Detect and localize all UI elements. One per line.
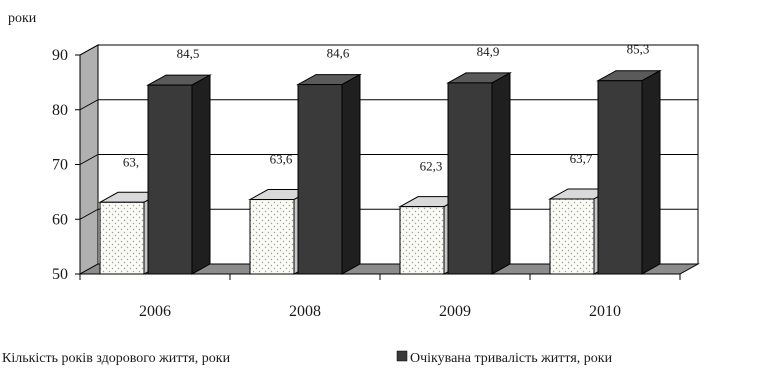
x-tick-label: 2008 <box>289 303 321 320</box>
bar-life-expectancy-side <box>341 73 361 275</box>
legend-label-life-expectancy: Очікувана тривалість життя, роки <box>410 351 613 366</box>
bar-healthy-years-front <box>99 201 145 275</box>
bar-life-expectancy-front <box>297 84 343 275</box>
y-tick-label: 60 <box>52 211 68 228</box>
bar-healthy-years-front <box>399 206 445 275</box>
gridline-side <box>79 208 99 220</box>
gridline-side <box>79 44 99 56</box>
data-label: 84,6 <box>327 46 350 61</box>
bar-life-expectancy-front <box>597 80 643 275</box>
data-label: 63,7 <box>570 151 593 166</box>
plot-area: 50 60 70 80 90 63, 84,5 2006 63,6 84,6 2008 62,3 84,… <box>52 42 700 320</box>
x-tick-label: 2010 <box>589 303 621 320</box>
bar-life-expectancy-front <box>147 84 193 275</box>
bar-healthy-years-front <box>249 199 295 275</box>
data-label: 84,9 <box>477 44 500 59</box>
data-label: 63,6 <box>270 152 293 167</box>
gridline-side <box>79 154 99 165</box>
bar-life-expectancy-side <box>191 74 211 275</box>
bar-life-expectancy <box>596 69 662 275</box>
legend: Кількість років здорового життя, роки Очі… <box>2 350 613 366</box>
y-tick-label: 50 <box>52 266 68 283</box>
data-label: 63, <box>123 154 139 169</box>
bar-life-expectancy-side <box>641 69 661 275</box>
bar-life-expectancy-side <box>491 72 511 275</box>
bar-healthy-years-front <box>549 198 595 275</box>
legend-swatch-life-expectancy <box>396 350 408 362</box>
bar-life-expectancy <box>146 74 212 275</box>
y-tick-label: 90 <box>52 47 68 64</box>
data-label: 84,5 <box>177 46 200 61</box>
gridline-side <box>79 99 99 111</box>
data-label: 62,3 <box>420 159 443 174</box>
y-tick-label: 70 <box>52 157 68 174</box>
x-tick-label: 2006 <box>139 303 171 320</box>
y-tick-label: 80 <box>52 102 68 119</box>
bar-life-expectancy <box>296 73 362 275</box>
legend-label-healthy-years: Кількість років здорового життя, роки <box>2 351 231 366</box>
x-tick-label: 2009 <box>439 303 471 320</box>
bar-life-expectancy-front <box>447 82 493 275</box>
y-axis-label: роки <box>8 11 37 26</box>
data-label: 85,3 <box>627 42 650 57</box>
bar-life-expectancy <box>446 72 512 275</box>
